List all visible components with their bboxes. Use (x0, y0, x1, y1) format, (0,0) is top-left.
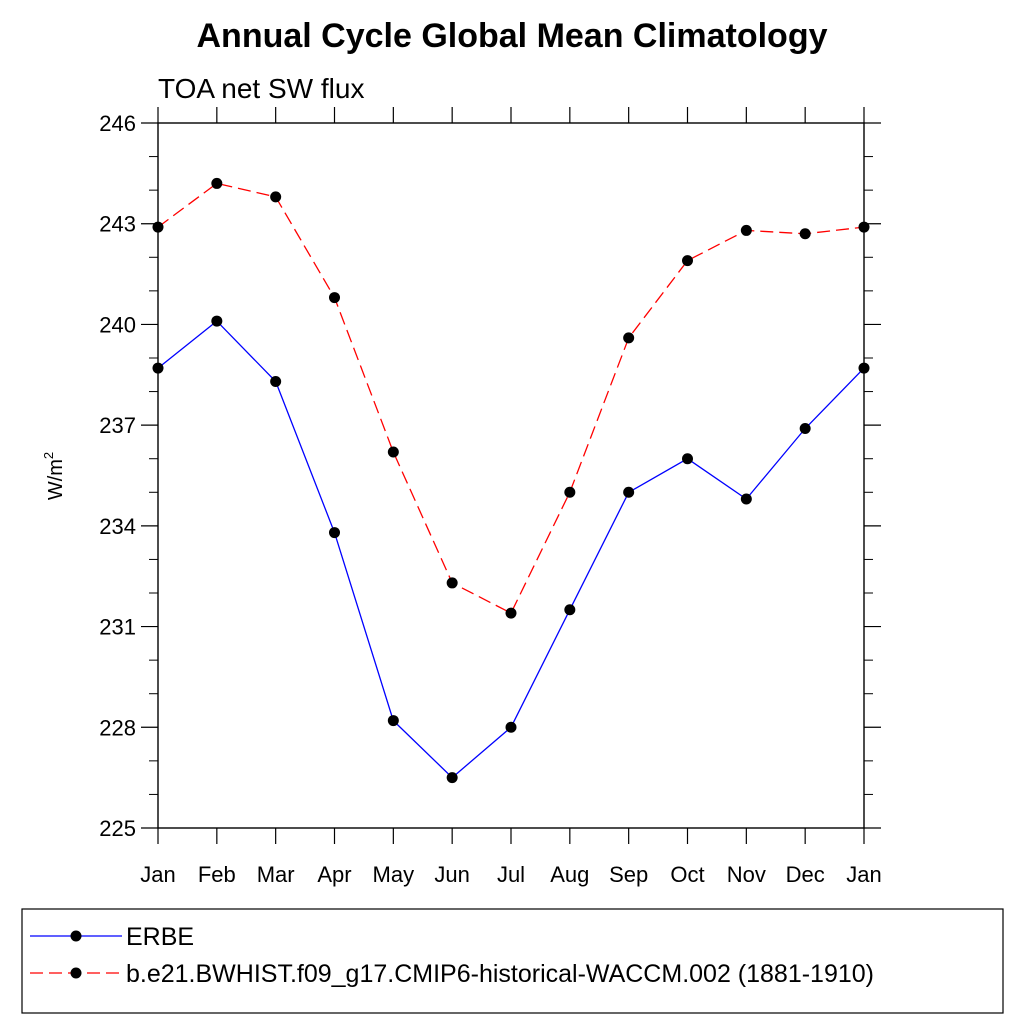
series-1-point (564, 486, 576, 498)
x-tick-label: Oct (670, 862, 704, 887)
series-1-point (387, 446, 399, 458)
legend-box (21, 908, 1004, 1014)
series-0-point (152, 362, 164, 374)
series-1-point (329, 292, 340, 304)
legend: ERBE b.e21.BWHIST.f09_g17.CMIP6-historica… (30, 923, 874, 988)
x-tick-label: Aug (550, 862, 589, 887)
x-tick-label: Jul (497, 862, 525, 887)
y-tick-label: 246 (99, 111, 136, 136)
series-0-point (211, 315, 223, 327)
chart-subtitle: TOA net SW flux (158, 73, 364, 104)
y-axis-label-sup: 2 (41, 452, 56, 459)
series-1-point (740, 224, 752, 236)
y-tick-label: 237 (99, 413, 136, 438)
series-1-point (505, 607, 517, 619)
series-0-point (446, 772, 458, 784)
series-1-point (446, 577, 458, 589)
x-tick-label: Feb (198, 862, 236, 887)
legend-marker-1 (70, 967, 82, 979)
series-0-point (387, 715, 399, 727)
series-0-point (623, 486, 635, 498)
legend-label-1: b.e21.BWHIST.f09_g17.CMIP6-historical-WA… (126, 960, 874, 988)
ticks-layer (141, 107, 881, 844)
y-tick-label: 225 (99, 816, 136, 841)
series-line-1 (157, 182, 865, 614)
series-0-point (505, 721, 517, 733)
series-1-point (799, 228, 811, 240)
x-tick-label: Nov (727, 862, 766, 887)
chart-title: Annual Cycle Global Mean Climatology (197, 17, 828, 55)
series-1-point (623, 332, 635, 344)
x-tick-label: Jan (140, 862, 175, 887)
series-1-point (270, 191, 282, 203)
series-layer (152, 177, 870, 784)
y-tick-label: 231 (99, 615, 136, 640)
y-tick-label: 228 (99, 715, 136, 740)
series-0-point (858, 362, 870, 374)
x-tick-label: Mar (257, 862, 295, 887)
y-axis-label-base: W/m (45, 459, 67, 500)
x-tick-label: Jan (846, 862, 881, 887)
series-0-point (799, 423, 811, 434)
x-tick-label: Jun (434, 862, 469, 887)
series-line-0 (157, 320, 865, 779)
x-tick-label: Apr (317, 862, 351, 887)
series-0-point (740, 493, 752, 505)
legend-label-0: ERBE (126, 923, 194, 951)
x-tick-labels: Jan Feb Mar Apr May Jun Jul Aug Sep Oct Nov Dec Jan (140, 862, 881, 887)
series-0-point (682, 453, 693, 465)
series-0-point (270, 376, 282, 387)
legend-marker-0 (70, 930, 82, 942)
series-0-point (564, 604, 576, 616)
x-tick-label: May (373, 862, 415, 887)
y-tick-label: 234 (99, 514, 136, 539)
y-axis-label: W/m2 (41, 452, 67, 500)
series-1-point (682, 255, 693, 267)
series-1-point (211, 177, 223, 189)
y-tick-label: 240 (99, 312, 136, 337)
x-tick-label: Sep (609, 862, 648, 887)
x-tick-label: Dec (786, 862, 825, 887)
series-0-point (329, 527, 340, 539)
series-1-point (152, 221, 164, 233)
y-tick-labels: 225 228 231 234 237 240 243 246 (99, 111, 136, 841)
series-1-point (858, 221, 870, 233)
y-tick-label: 243 (99, 212, 136, 237)
